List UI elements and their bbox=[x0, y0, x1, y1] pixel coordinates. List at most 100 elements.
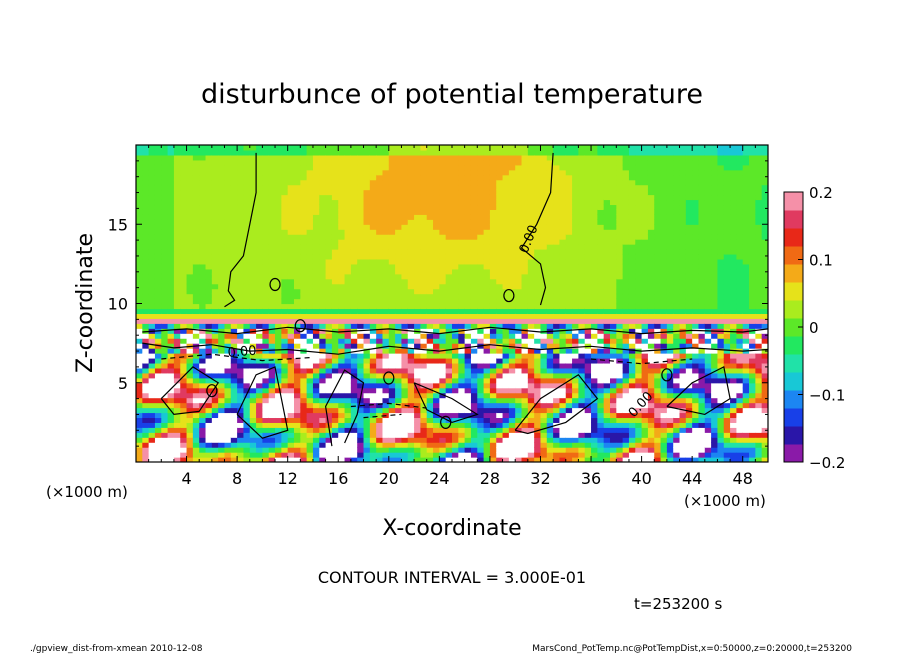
heatmap-cell bbox=[527, 362, 535, 369]
heatmap-cell bbox=[199, 184, 207, 191]
heatmap-cell bbox=[237, 407, 245, 414]
heatmap-cell bbox=[470, 249, 478, 255]
heatmap-cell bbox=[300, 174, 308, 181]
heatmap-cell bbox=[477, 293, 485, 300]
heatmap-cell bbox=[363, 377, 371, 384]
heatmap-cell bbox=[464, 308, 472, 315]
heatmap-cell bbox=[154, 348, 162, 354]
heatmap-cell bbox=[249, 343, 257, 349]
heatmap-cell bbox=[401, 353, 409, 359]
heatmap-cell bbox=[496, 442, 504, 448]
heatmap-cell bbox=[363, 303, 371, 310]
heatmap-cell bbox=[578, 323, 586, 329]
heatmap-cell bbox=[603, 362, 611, 369]
heatmap-cell bbox=[218, 323, 226, 329]
heatmap-cell bbox=[211, 407, 219, 414]
heatmap-cell bbox=[357, 362, 365, 369]
heatmap-cell bbox=[154, 278, 162, 285]
heatmap-cell bbox=[515, 244, 523, 250]
heatmap-cell bbox=[610, 204, 617, 210]
heatmap-cell bbox=[218, 159, 226, 166]
heatmap-cell bbox=[426, 402, 434, 409]
heatmap-cell bbox=[369, 412, 377, 419]
heatmap-cell bbox=[527, 145, 535, 151]
heatmap-cell bbox=[369, 397, 377, 404]
heatmap-cell bbox=[464, 154, 472, 161]
heatmap-cell bbox=[186, 209, 194, 215]
heatmap-cell bbox=[496, 214, 504, 220]
heatmap-cell bbox=[230, 457, 238, 462]
heatmap-cell bbox=[237, 323, 245, 329]
heatmap-cell bbox=[489, 199, 497, 206]
heatmap-cell bbox=[294, 224, 301, 230]
heatmap-cell bbox=[610, 353, 617, 359]
heatmap-cell bbox=[382, 313, 390, 319]
heatmap-cell bbox=[426, 234, 434, 240]
heatmap-cell bbox=[218, 397, 226, 404]
heatmap-cell bbox=[502, 209, 510, 215]
heatmap-cell bbox=[521, 154, 529, 161]
heatmap-cell bbox=[218, 204, 226, 210]
heatmap-cell bbox=[572, 164, 579, 171]
heatmap-cell bbox=[515, 447, 523, 453]
heatmap-cell bbox=[350, 209, 358, 215]
heatmap-cell bbox=[275, 427, 282, 433]
heatmap-cell bbox=[275, 253, 282, 260]
heatmap-cell bbox=[527, 348, 535, 354]
heatmap-cell bbox=[192, 457, 200, 462]
heatmap-cell bbox=[294, 263, 301, 270]
heatmap-cell bbox=[161, 273, 169, 280]
heatmap-cell bbox=[237, 427, 245, 433]
heatmap-cell bbox=[369, 258, 377, 265]
heatmap-cell bbox=[312, 224, 320, 230]
heatmap-cell bbox=[262, 372, 270, 379]
heatmap-cell bbox=[161, 288, 169, 295]
heatmap-cell bbox=[325, 174, 333, 181]
heatmap-cell bbox=[527, 313, 535, 319]
heatmap-cell bbox=[256, 288, 263, 295]
heatmap-cell bbox=[180, 318, 188, 324]
heatmap-cell bbox=[256, 417, 263, 423]
heatmap-cell bbox=[401, 447, 409, 453]
heatmap-cell bbox=[464, 387, 472, 394]
heatmap-cell bbox=[464, 214, 472, 220]
heatmap-cell bbox=[199, 392, 207, 399]
heatmap-cell bbox=[426, 353, 434, 359]
heatmap-cell bbox=[376, 308, 384, 315]
heatmap-cell bbox=[148, 154, 156, 161]
heatmap-cell bbox=[344, 357, 352, 364]
heatmap-cell bbox=[458, 199, 466, 206]
heatmap-cell bbox=[502, 308, 510, 315]
heatmap-cell bbox=[395, 263, 403, 270]
heatmap-cell bbox=[192, 219, 200, 225]
heatmap-cell bbox=[483, 447, 491, 453]
heatmap-cell bbox=[312, 437, 320, 443]
heatmap-cell bbox=[502, 214, 510, 220]
heatmap-cell bbox=[426, 184, 434, 191]
heatmap-cell bbox=[521, 283, 529, 290]
heatmap-cell bbox=[294, 387, 301, 394]
heatmap-cell bbox=[470, 323, 478, 329]
heatmap-cell bbox=[287, 392, 295, 399]
heatmap-cell bbox=[243, 179, 251, 186]
heatmap-cell bbox=[211, 447, 219, 453]
heatmap-cell bbox=[458, 263, 466, 270]
heatmap-cell bbox=[136, 263, 143, 270]
heatmap-cell bbox=[281, 234, 289, 240]
heatmap-cell bbox=[445, 283, 453, 290]
heatmap-cell bbox=[369, 154, 377, 161]
heatmap-cell bbox=[357, 338, 365, 344]
heatmap-cell bbox=[306, 273, 314, 280]
heatmap-cell bbox=[325, 343, 333, 349]
heatmap-cell bbox=[218, 194, 226, 201]
heatmap-cell bbox=[603, 328, 611, 334]
heatmap-cell bbox=[287, 164, 295, 171]
heatmap-cell bbox=[477, 263, 485, 270]
heatmap-cell bbox=[173, 353, 181, 359]
heatmap-cell bbox=[218, 402, 226, 409]
heatmap-cell bbox=[382, 437, 390, 443]
heatmap-cell bbox=[470, 303, 478, 310]
heatmap-cell bbox=[192, 298, 200, 305]
heatmap-cell bbox=[148, 407, 156, 414]
heatmap-cell bbox=[312, 328, 320, 334]
